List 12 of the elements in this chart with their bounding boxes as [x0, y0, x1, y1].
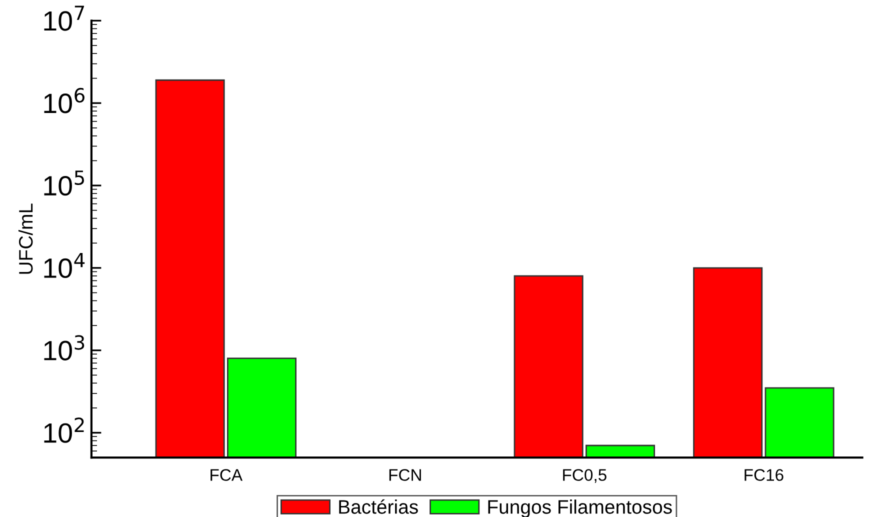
y-tick-label: 10$^{4}$ [44, 252, 85, 278]
x-tick-label: FCA [210, 469, 243, 481]
legend-label: Bactérias [339, 499, 418, 514]
y-tick-label: 10$^{2}$ [44, 418, 84, 443]
y-tick-label: 10$^{5}$ [44, 170, 84, 196]
y-axis-title: UFC/mL [18, 204, 33, 274]
x-tick-label: FCN [389, 469, 421, 481]
x-tick-label: FC0,5 [563, 469, 606, 483]
y-tick-label: 10$^{7}$ [44, 6, 84, 31]
y-tick-label: 10$^{6}$ [44, 88, 84, 114]
y-tick-label: 10$^{3}$ [44, 335, 84, 360]
x-tick-label: FC16 [744, 469, 784, 481]
